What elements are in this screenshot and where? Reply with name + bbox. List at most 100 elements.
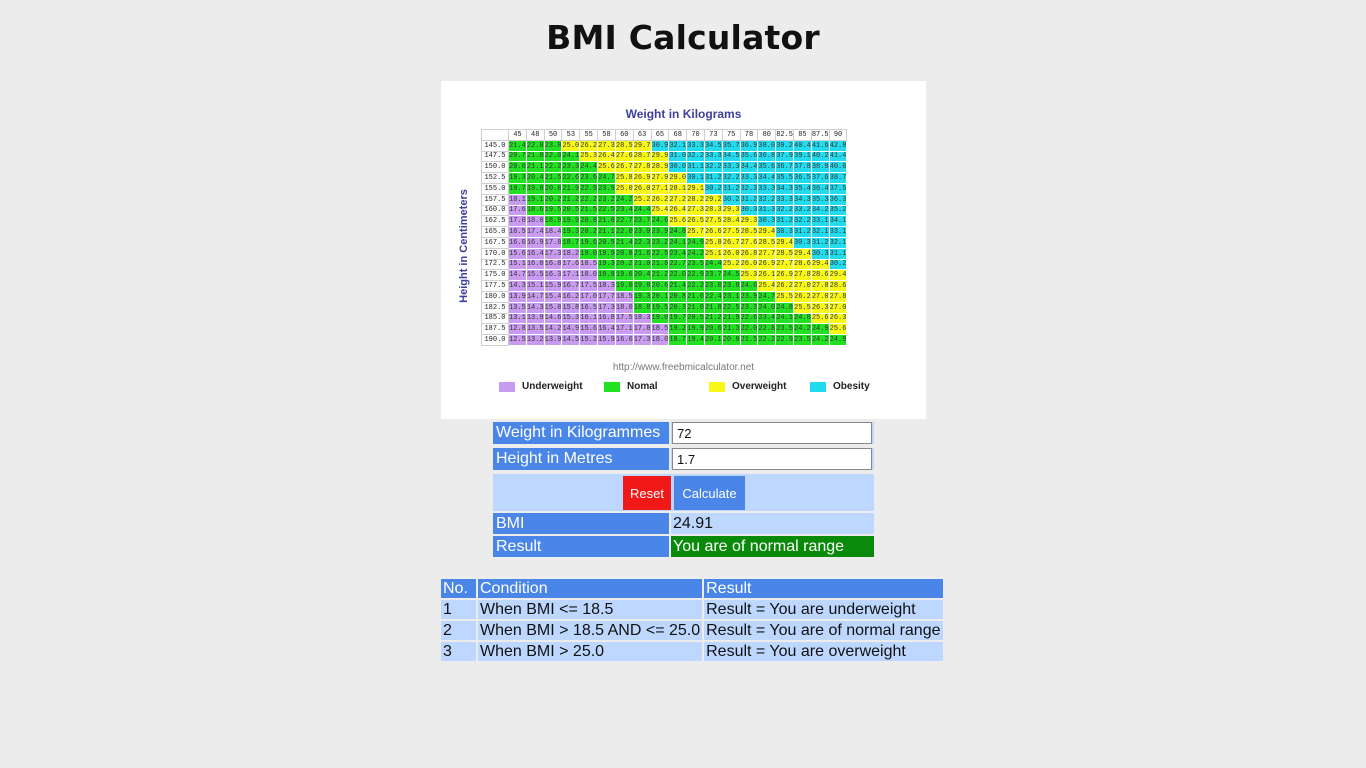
grid-cell: 24.2 (686, 247, 705, 260)
grid-cell: 26.6 (703, 226, 723, 238)
grid-cell: 27.3 (597, 139, 616, 152)
legend-item-normal: Nomal (604, 381, 709, 392)
grid-cell: 30.0 (668, 161, 688, 174)
grid-cell: 23.0 (632, 226, 652, 238)
grid-cell: 25.2 (632, 193, 652, 206)
grid-cell: 16.1 (579, 312, 599, 325)
grid-cell: 24.8 (793, 312, 812, 325)
grid-weight-header: 48 (525, 129, 545, 141)
grid-cell: 18.2 (561, 247, 581, 260)
grid-cell: 19.6 (614, 269, 634, 282)
grid-cell: 19.5 (650, 301, 670, 314)
grid-cell: 25.8 (614, 172, 634, 184)
grid-cell: 19.9 (597, 247, 616, 260)
grid-cell: 21.5 (739, 334, 759, 346)
grid-cell: 26.3 (810, 301, 830, 314)
grid-cell: 21.5 (543, 172, 563, 184)
grid-row: 155.0 18.7 19.8 20.8 21.9 22.9 23.9 25.0 26.0 27.… (481, 182, 848, 195)
grid-cell: 15.9 (597, 334, 616, 346)
grid-cell: 18.0 (525, 215, 545, 228)
grid-cell: 40.0 (828, 161, 848, 174)
grid-cell: 15.4 (543, 290, 563, 303)
grid-height-header: 145.0 (481, 139, 509, 152)
grid-cell: 22.2 (686, 280, 705, 292)
grid-cell: 17.6 (508, 204, 527, 217)
grid-cell: 29.3 (739, 215, 759, 228)
grid-cell: 17.8 (632, 323, 652, 336)
grid-cell: 16.8 (597, 312, 616, 325)
legend-label: Nomal (627, 381, 658, 392)
grid-cell: 33.3 (721, 161, 741, 174)
grid-cell: 19.6 (579, 236, 599, 249)
grid-cell: 20.5 (597, 236, 616, 249)
grid-cell: 17.3 (632, 334, 652, 346)
grid-cell: 19.3 (632, 290, 652, 303)
grid-height-header: 172.5 (481, 258, 509, 271)
grid-cell: 17.5 (614, 312, 634, 325)
grid-cell: 23.3 (561, 161, 581, 174)
grid-cell: 38.0 (757, 139, 777, 152)
header-result: Result (704, 579, 943, 598)
bmi-grid: 45 48 50 53 55 58 60 63 65 68 70 73 75 78 80 82.5 85 87.5… (481, 129, 848, 346)
grid-cell: 18.7 (561, 236, 581, 249)
grid-cell: 23.9 (739, 290, 759, 303)
grid-cell: 22.9 (579, 182, 599, 195)
height-input[interactable] (672, 448, 872, 470)
legend-item-obesity: Obesity (810, 381, 870, 392)
grid-cell: 29.4 (810, 258, 830, 271)
grid-cell: 17.3 (597, 301, 616, 314)
grid-height-header: 175.0 (481, 269, 509, 282)
grid-cell: 31.0 (668, 150, 688, 163)
grid-weight-header: 87.5 (810, 129, 830, 141)
grid-cell: 13.5 (525, 323, 545, 336)
grid-cell: 34.5 (721, 150, 741, 163)
grid-cell: 13.5 (508, 301, 527, 314)
grid-cell: 13.9 (525, 312, 545, 325)
weight-input[interactable] (672, 422, 872, 444)
grid-cell: 32.2 (686, 150, 705, 163)
grid-height-header: 180.0 (481, 290, 509, 303)
grid-cell: 27.5 (703, 215, 723, 228)
grid-cell: 27.1 (650, 182, 670, 195)
grid-cell: 34.3 (793, 193, 812, 206)
grid-cell: 36.5 (793, 172, 812, 184)
grid-cell: 23.0 (703, 280, 723, 292)
grid-cell: 26.0 (632, 182, 652, 195)
calculate-button[interactable]: Calculate (674, 476, 745, 510)
grid-weight-header: 73 (703, 129, 723, 141)
grid-cell: 24.8 (668, 226, 688, 238)
grid-cell: 20.4 (632, 269, 652, 282)
legend-swatch (810, 381, 826, 392)
grid-cell: 40.4 (793, 139, 812, 152)
grid-weight-header: 68 (668, 129, 688, 141)
grid-cell: 25.0 (614, 182, 634, 195)
grid-row: 190.0 12.5 13.2 13.9 14.5 15.2 15.9 16.6 17.3 18.… (481, 334, 848, 346)
grid-cell: 27.5 (721, 226, 741, 238)
grid-cell: 22.8 (525, 139, 545, 152)
grid-cell: 22.5 (650, 247, 670, 260)
grid-cell: 24.9 (686, 236, 705, 249)
grid-cell: 17.4 (525, 226, 545, 238)
reset-button[interactable]: Reset (623, 476, 671, 510)
grid-cell: 34.4 (757, 172, 777, 184)
grid-cell: 23.3 (739, 301, 759, 314)
grid-row: 162.5 17.0 18.0 18.9 19.9 20.8 21.8 22.7 23.7 24.… (481, 215, 848, 228)
grid-cell: 26.9 (632, 172, 652, 184)
grid-cell: 35.7 (721, 139, 741, 152)
grid-cell: 22.2 (579, 193, 599, 206)
grid-cell: 26.9 (775, 269, 794, 282)
grid-cell: 21.9 (721, 312, 741, 325)
grid-cell: 20.4 (525, 172, 545, 184)
grid-cell: 17.6 (561, 258, 581, 271)
grid-weight-header: 58 (597, 129, 616, 141)
row-no: 2 (441, 621, 476, 640)
grid-cell: 16.3 (543, 269, 563, 282)
grid-cell: 26.2 (793, 290, 812, 303)
grid-cell: 25.7 (686, 226, 705, 238)
grid-cell: 14.5 (561, 334, 581, 346)
grid-cell: 21.1 (597, 226, 616, 238)
grid-cell: 20.1 (703, 334, 723, 346)
grid-cell: 38.9 (810, 161, 830, 174)
grid-cell: 20.8 (668, 290, 688, 303)
bmi-value: 24.91 (673, 515, 714, 532)
